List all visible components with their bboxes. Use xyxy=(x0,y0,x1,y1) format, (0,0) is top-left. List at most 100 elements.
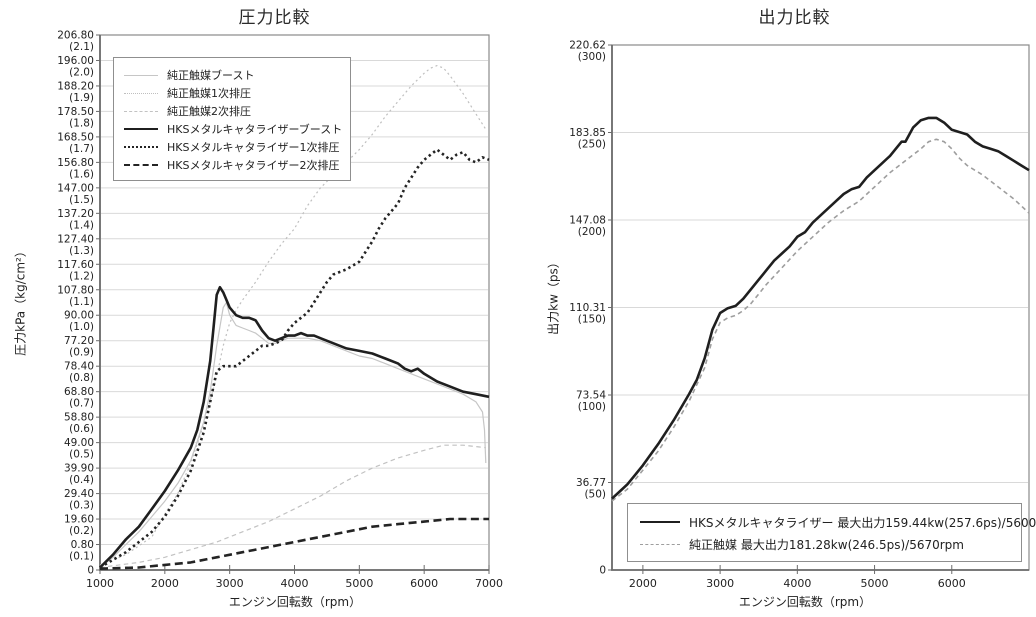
svg-text:19.60: 19.60 xyxy=(64,514,94,526)
pressure-y-axis-label: 圧力kPa（kg/cm²） xyxy=(13,245,28,356)
svg-text:168.50: 168.50 xyxy=(57,131,94,143)
svg-text:(0.9): (0.9) xyxy=(69,347,94,359)
svg-text:(1.0): (1.0) xyxy=(69,321,94,333)
legend-item: HKSメタルキャタライザーブースト xyxy=(124,120,343,138)
svg-text:110.31: 110.31 xyxy=(569,302,606,314)
svg-text:137.20: 137.20 xyxy=(57,208,94,220)
legend-line-swatch-hks-power xyxy=(640,521,680,523)
svg-text:(1.3): (1.3) xyxy=(69,245,94,257)
svg-text:(1.2): (1.2) xyxy=(69,270,94,282)
svg-text:3000: 3000 xyxy=(706,577,734,590)
svg-text:78.40: 78.40 xyxy=(64,361,94,373)
pressure-legend: 純正触媒ブースト 純正触媒1次排圧 純正触媒2次排圧 HKSメタルキャタライザー… xyxy=(113,57,351,181)
svg-text:127.40: 127.40 xyxy=(57,233,94,245)
svg-text:68.80: 68.80 xyxy=(64,386,94,398)
svg-text:6000: 6000 xyxy=(410,577,438,590)
svg-text:147.00: 147.00 xyxy=(57,182,94,194)
svg-text:2000: 2000 xyxy=(151,577,179,590)
svg-text:196.00: 196.00 xyxy=(57,55,94,67)
legend-label: 純正触媒 最大出力181.28kw(246.5ps)/5670rpm xyxy=(689,537,964,552)
svg-text:0: 0 xyxy=(87,565,94,577)
legend-item: 純正触媒1次排圧 xyxy=(124,84,340,102)
svg-text:147.08: 147.08 xyxy=(569,215,606,227)
svg-text:(100): (100) xyxy=(578,401,606,413)
svg-text:(1.9): (1.9) xyxy=(69,92,94,104)
svg-text:(0.5): (0.5) xyxy=(69,449,94,461)
svg-text:178.50: 178.50 xyxy=(57,106,94,118)
svg-text:183.85: 183.85 xyxy=(569,127,606,139)
legend-label: 純正触媒ブースト xyxy=(167,69,255,82)
legend-line-swatch-stock-ex2 xyxy=(124,110,158,112)
legend-line-swatch-stock-power xyxy=(640,543,680,545)
svg-text:5000: 5000 xyxy=(345,577,373,590)
svg-text:7000: 7000 xyxy=(475,577,503,590)
svg-text:58.80: 58.80 xyxy=(64,412,94,424)
svg-text:90.00: 90.00 xyxy=(64,310,94,322)
legend-label: 純正触媒2次排圧 xyxy=(167,105,251,118)
svg-text:156.80: 156.80 xyxy=(57,157,94,169)
svg-text:(0.6): (0.6) xyxy=(69,423,94,435)
legend-label: HKSメタルキャタライザーブースト xyxy=(167,123,343,136)
svg-text:220.62: 220.62 xyxy=(569,40,606,52)
legend-item: 純正触媒2次排圧 xyxy=(124,102,340,120)
svg-text:188.20: 188.20 xyxy=(57,80,94,92)
legend-item: HKSメタルキャタライザー2次排圧 xyxy=(124,156,340,174)
legend-item: HKSメタルキャタライザー1次排圧 xyxy=(124,138,340,156)
power-chart-title: 出力比較 xyxy=(758,8,831,28)
svg-text:(250): (250) xyxy=(578,139,606,151)
svg-text:(1.8): (1.8) xyxy=(69,117,94,129)
legend-line-swatch-hks-ex2 xyxy=(124,164,158,166)
svg-text:107.80: 107.80 xyxy=(57,284,94,296)
svg-text:(0.1): (0.1) xyxy=(69,551,94,563)
legend-label: HKSメタルキャタライザー2次排圧 xyxy=(167,159,340,172)
svg-text:6000: 6000 xyxy=(938,577,966,590)
svg-text:(150): (150) xyxy=(578,314,606,326)
svg-text:(1.4): (1.4) xyxy=(69,219,94,231)
svg-text:36.77: 36.77 xyxy=(576,477,606,489)
svg-text:(0.2): (0.2) xyxy=(69,525,94,537)
svg-text:39.90: 39.90 xyxy=(64,463,94,475)
svg-text:(1.7): (1.7) xyxy=(69,143,94,155)
svg-text:(2.0): (2.0) xyxy=(69,66,94,78)
power-y-axis-label: 出力kw（ps） xyxy=(546,256,561,335)
power-x-axis-label: エンジン回転数（rpm） xyxy=(738,595,872,609)
svg-text:(0.3): (0.3) xyxy=(69,500,94,512)
svg-text:(300): (300) xyxy=(578,51,606,63)
legend-label: HKSメタルキャタライザー 最大出力159.44kw(257.6ps)/5600… xyxy=(689,515,1036,530)
svg-text:206.80: 206.80 xyxy=(57,30,94,42)
svg-text:(1.5): (1.5) xyxy=(69,194,94,206)
legend-line-swatch-hks-boost xyxy=(124,128,158,130)
svg-text:4000: 4000 xyxy=(783,577,811,590)
svg-text:77.20: 77.20 xyxy=(64,335,94,347)
svg-text:1000: 1000 xyxy=(86,577,114,590)
legend-line-swatch-stock-boost xyxy=(124,74,158,76)
svg-text:(1.6): (1.6) xyxy=(69,168,94,180)
svg-text:117.60: 117.60 xyxy=(57,259,94,271)
svg-text:(0.7): (0.7) xyxy=(69,398,94,410)
svg-text:(2.1): (2.1) xyxy=(69,41,94,53)
svg-text:3000: 3000 xyxy=(216,577,244,590)
legend-line-swatch-stock-ex1 xyxy=(124,92,158,94)
legend-item: 純正触媒ブースト xyxy=(124,66,340,84)
legend-item: HKSメタルキャタライザー 最大出力159.44kw(257.6ps)/5600… xyxy=(640,511,1036,533)
power-legend: HKSメタルキャタライザー 最大出力159.44kw(257.6ps)/5600… xyxy=(627,503,1036,562)
svg-text:4000: 4000 xyxy=(281,577,309,590)
svg-text:(0.4): (0.4) xyxy=(69,474,94,486)
legend-label: HKSメタルキャタライザー1次排圧 xyxy=(167,141,340,154)
svg-text:49.00: 49.00 xyxy=(64,437,94,449)
svg-text:(200): (200) xyxy=(578,226,606,238)
svg-text:(1.1): (1.1) xyxy=(69,296,94,308)
svg-text:73.54: 73.54 xyxy=(576,390,606,402)
pressure-x-axis-label: エンジン回転数（rpm） xyxy=(228,595,362,609)
svg-text:5000: 5000 xyxy=(861,577,889,590)
svg-text:29.40: 29.40 xyxy=(64,488,94,500)
svg-text:0: 0 xyxy=(599,565,606,577)
pressure-chart-title: 圧力比較 xyxy=(238,8,311,28)
legend-label: 純正触媒1次排圧 xyxy=(167,87,251,100)
svg-text:(50): (50) xyxy=(584,489,606,501)
svg-text:0.80: 0.80 xyxy=(71,539,94,551)
legend-line-swatch-hks-ex1 xyxy=(124,146,158,148)
